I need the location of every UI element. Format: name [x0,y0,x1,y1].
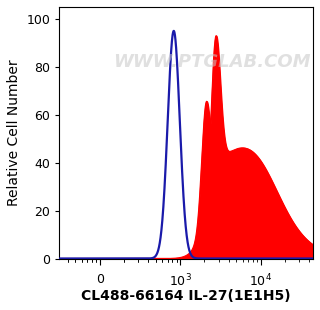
Text: $10^4$: $10^4$ [249,273,272,290]
Text: $10^3$: $10^3$ [169,273,192,290]
Text: WWW.PTGLAB.COM: WWW.PTGLAB.COM [113,53,310,71]
Y-axis label: Relative Cell Number: Relative Cell Number [7,60,21,206]
Text: 0: 0 [96,273,104,286]
X-axis label: CL488-66164 IL-27(1E1H5): CL488-66164 IL-27(1E1H5) [81,289,291,303]
